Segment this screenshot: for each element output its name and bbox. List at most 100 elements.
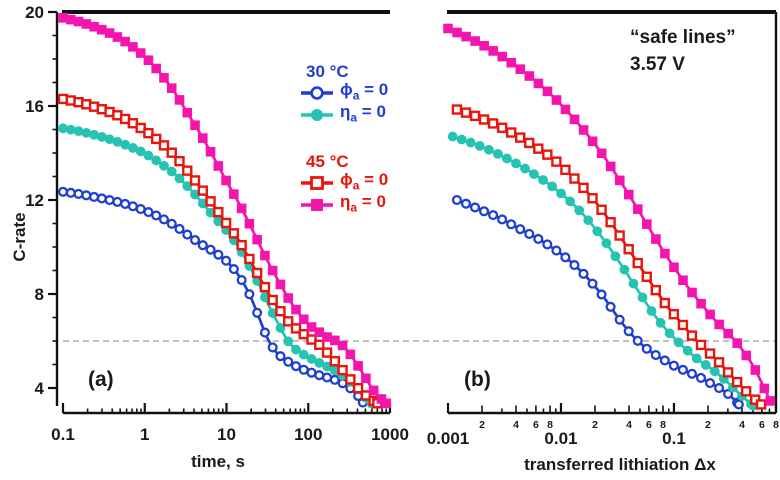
marker-open-circle	[213, 249, 224, 260]
marker-open-square	[704, 348, 716, 359]
y-tick-label: 4	[35, 379, 45, 398]
marker-filled-square	[470, 36, 480, 46]
marker-open-square	[314, 339, 325, 351]
marker-filled-square	[275, 279, 286, 290]
marker-filled-circle	[502, 153, 512, 164]
marker-open-square	[469, 110, 481, 122]
marker-filled-circle	[529, 169, 539, 180]
marker-filled-circle	[592, 226, 603, 237]
marker-filled-circle	[538, 175, 548, 185]
marker-open-circle	[515, 224, 526, 235]
marker-filled-square	[651, 234, 661, 244]
marker-open-square	[542, 149, 553, 160]
marker-open-circle	[244, 289, 255, 300]
marker-open-circle	[551, 245, 562, 256]
marker-open-square	[614, 230, 625, 241]
marker-filled-circle	[174, 173, 185, 184]
legend-marker-filled-square-icon	[301, 199, 333, 211]
marker-filled-square	[614, 175, 625, 186]
marker-filled-square	[298, 314, 309, 325]
marker-filled-circle	[520, 163, 530, 174]
marker-filled-circle	[182, 181, 193, 192]
legend-title-45c: 45 °C	[306, 152, 349, 171]
marker-open-circle	[704, 378, 716, 389]
marker-filled-circle	[646, 306, 657, 316]
x-tick-label: 10	[217, 425, 236, 444]
marker-filled-square	[515, 64, 526, 74]
marker-filled-square	[244, 218, 255, 229]
marker-filled-circle	[465, 137, 476, 148]
series-30c-eta-a-0	[447, 131, 758, 411]
marker-open-circle	[73, 188, 84, 199]
y-tick-label: 20	[25, 3, 44, 22]
marker-open-circle	[569, 260, 580, 271]
legend-marker-filled-circle-icon	[301, 109, 333, 121]
legend-marker-open-square-icon	[301, 176, 333, 190]
marker-filled-circle	[151, 155, 162, 166]
legend-title-30c: 30 °C	[306, 62, 349, 81]
marker-filled-square	[345, 349, 356, 360]
marker-filled-square	[660, 248, 670, 259]
marker-open-circle	[112, 196, 123, 207]
legend-marker	[311, 109, 323, 121]
marker-filled-square	[705, 309, 715, 320]
marker-filled-circle	[619, 264, 630, 275]
marker-filled-circle	[565, 196, 576, 207]
marker-open-square	[533, 143, 544, 154]
marker-open-square	[205, 196, 216, 207]
y-axis-title: C-rate	[10, 212, 29, 262]
x-minor-tick-label: 4	[513, 419, 519, 431]
marker-filled-square	[642, 219, 652, 229]
marker-filled-circle	[492, 148, 503, 159]
x-minor-tick-label: 2	[479, 419, 485, 431]
marker-open-square	[686, 330, 698, 341]
marker-open-square	[713, 357, 725, 368]
marker-open-square	[451, 104, 463, 115]
marker-open-circle	[479, 206, 490, 217]
marker-open-circle	[174, 223, 185, 234]
marker-filled-square	[596, 148, 607, 159]
series-45c-eta-a-0	[58, 13, 392, 409]
marker-open-circle	[290, 361, 302, 372]
marker-filled-square	[151, 63, 161, 74]
marker-filled-square	[104, 28, 115, 38]
marker-filled-square	[306, 322, 317, 332]
x-axis: 0.001 0.01 0.12 4 6 8 2 4 6 8 2 4 6 8	[427, 403, 779, 448]
marker-filled-square	[542, 86, 553, 97]
legend-label: ηa = 0	[340, 192, 386, 215]
marker-open-circle	[605, 301, 616, 312]
marker-open-circle	[182, 229, 193, 240]
marker-filled-square	[135, 48, 146, 58]
marker-open-square	[560, 164, 571, 176]
marker-open-square	[740, 386, 752, 397]
marker-filled-square	[569, 114, 580, 125]
marker-filled-square	[236, 203, 247, 214]
marker-open-circle	[104, 195, 115, 206]
marker-filled-square	[65, 14, 76, 25]
marker-filled-square	[260, 250, 270, 261]
marker-open-circle	[641, 343, 652, 354]
marker-open-circle	[686, 368, 698, 379]
legend-item-45c-eta: ηa = 0	[300, 192, 388, 216]
marker-filled-circle	[291, 344, 301, 355]
legend-label: ϕa = 0	[340, 80, 389, 103]
marker-open-circle	[469, 202, 481, 213]
marker-open-circle	[695, 372, 707, 383]
marker-open-square	[337, 364, 348, 376]
marker-filled-square	[750, 365, 761, 375]
marker-filled-square	[368, 385, 379, 396]
marker-filled-square	[337, 340, 348, 351]
marker-open-square	[228, 228, 240, 239]
marker-filled-square	[283, 293, 294, 303]
marker-filled-square	[452, 27, 462, 38]
marker-open-square	[283, 316, 294, 327]
marker-filled-square	[551, 95, 562, 105]
marker-filled-square	[252, 234, 262, 245]
y-axis: 4 8 12 16 20	[25, 3, 59, 406]
legend-item-45c-phi: ϕa = 0	[300, 170, 388, 194]
marker-filled-square	[461, 31, 471, 42]
marker-open-circle	[205, 244, 216, 255]
marker-open-square	[236, 239, 247, 251]
marker-open-square	[505, 127, 517, 138]
marker-open-square	[641, 271, 652, 282]
